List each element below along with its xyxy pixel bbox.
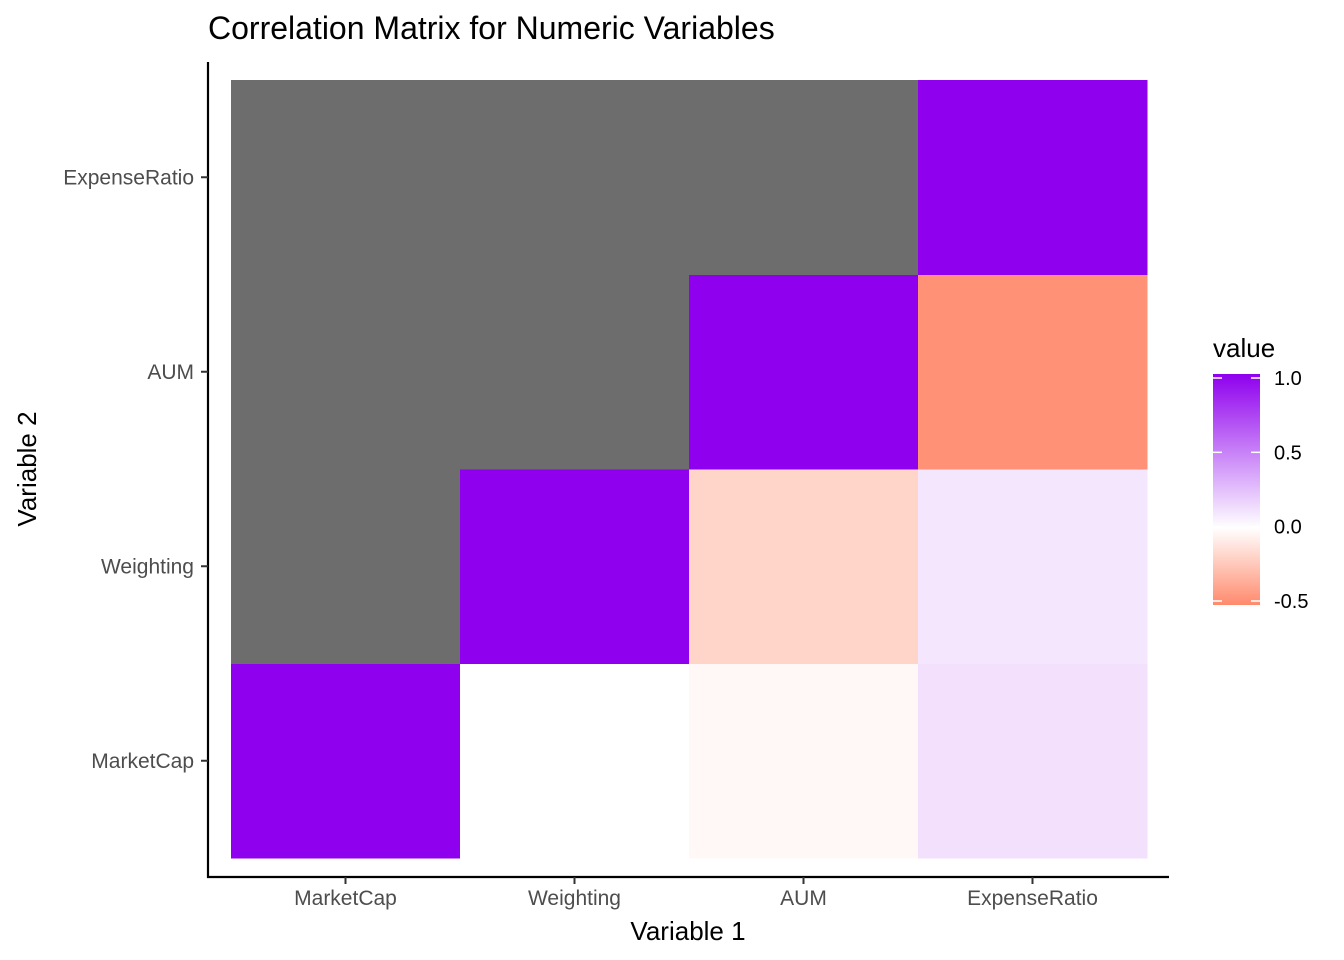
x-axis-title: Variable 1 (630, 916, 745, 946)
heatmap-cell-aum-expenseratio (689, 80, 919, 275)
chart-title: Correlation Matrix for Numeric Variables (208, 10, 775, 46)
y-tick-label: Weighting (101, 555, 194, 578)
color-legend: value 1.0 0.5 0.0 -0.5 (1213, 333, 1308, 613)
heatmap-cell-expenseratio-weighting (918, 469, 1148, 664)
legend-title: value (1213, 333, 1275, 363)
heatmap-cell-weighting-marketcap (460, 663, 690, 859)
heatmap-cell-expenseratio-marketcap (918, 663, 1148, 859)
x-tick-label: MarketCap (294, 887, 397, 910)
y-tick-label: AUM (147, 361, 194, 384)
heatmap-cells (231, 80, 1148, 859)
x-axis-ticks: MarketCap Weighting AUM ExpenseRatio (294, 877, 1098, 910)
heatmap-cell-marketcap-weighting (231, 469, 461, 664)
heatmap-cell-expenseratio-aum (918, 274, 1148, 470)
y-tick-label: ExpenseRatio (63, 166, 194, 189)
heatmap-cell-marketcap-expenseratio (231, 80, 461, 275)
legend-ticks: 1.0 0.5 0.0 -0.5 (1213, 368, 1308, 613)
heatmap-cell-aum-aum (689, 274, 919, 470)
heatmap-cell-weighting-aum (460, 274, 690, 470)
y-axis-title: Variable 2 (12, 411, 42, 526)
x-tick-label: ExpenseRatio (967, 887, 1098, 910)
heatmap-cell-marketcap-marketcap (231, 663, 461, 859)
heatmap-cell-expenseratio-expenseratio (918, 80, 1148, 275)
y-tick-label: MarketCap (91, 750, 194, 773)
heatmap-cell-weighting-weighting (460, 469, 690, 664)
heatmap-cell-aum-weighting (689, 469, 919, 664)
x-tick-label: Weighting (528, 887, 621, 910)
x-tick-label: AUM (780, 887, 827, 910)
y-axis-ticks: MarketCap Weighting AUM ExpenseRatio (63, 166, 208, 773)
heatmap-cell-weighting-expenseratio (460, 80, 690, 275)
legend-colorbar (1213, 374, 1260, 605)
heatmap-cell-marketcap-aum (231, 274, 461, 470)
legend-tick-label: 1.0 (1274, 368, 1302, 390)
legend-tick-label: 0.0 (1274, 517, 1302, 539)
legend-tick-label: 0.5 (1274, 442, 1302, 464)
heatmap-cell-aum-marketcap (689, 663, 919, 859)
legend-tick-label: -0.5 (1274, 591, 1308, 613)
